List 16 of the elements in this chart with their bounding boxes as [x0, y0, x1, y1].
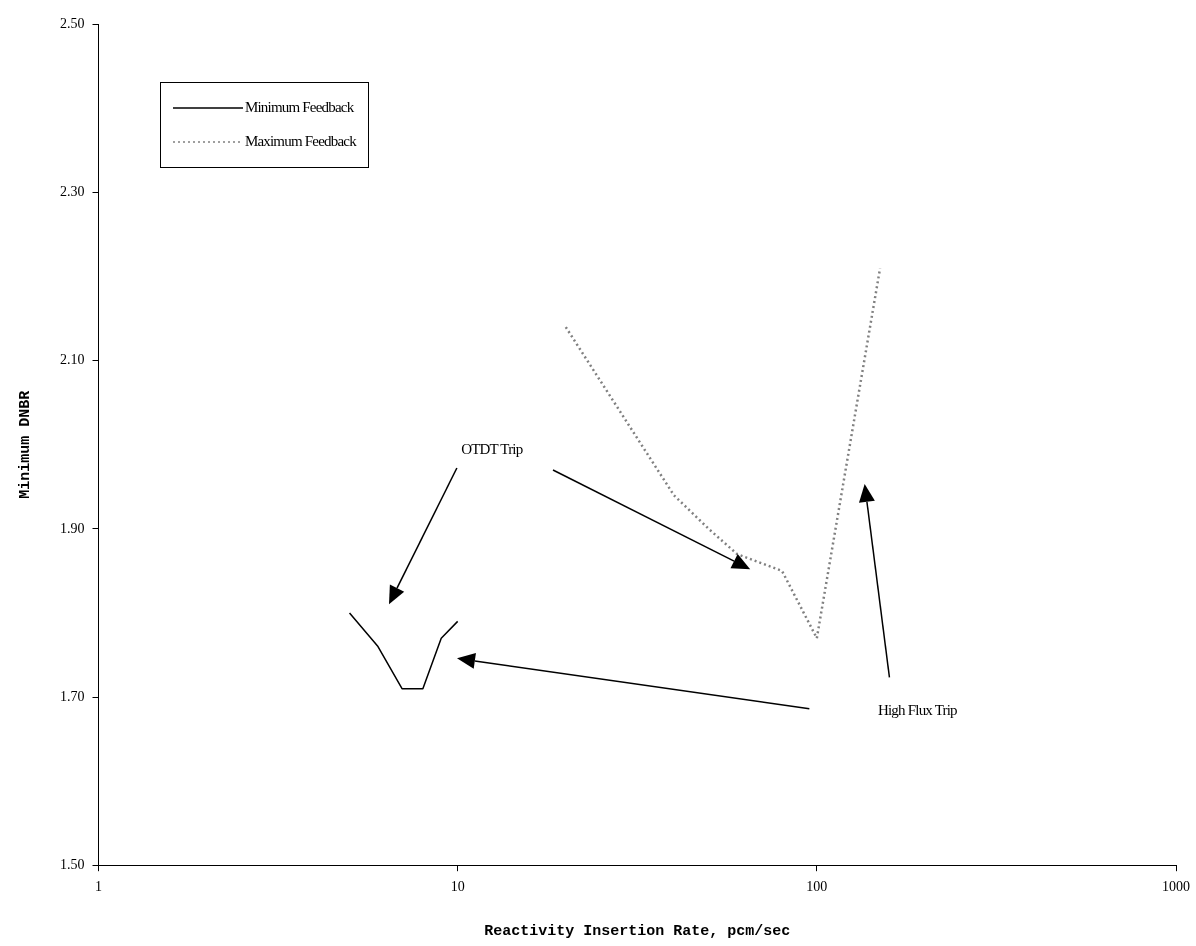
x-tick-label: 1000 — [1162, 879, 1190, 895]
annotation: High Flux Trip — [877, 701, 957, 719]
y-tick-label: 2.50 — [60, 16, 85, 32]
legend-label: Minimum Feedback — [244, 99, 354, 117]
x-axis-title: Reactivity Insertion Rate, pcm/sec — [484, 922, 791, 940]
y-tick-label: 2.10 — [60, 352, 85, 368]
y-tick-label: 1.90 — [60, 520, 85, 536]
y-axis-title: Minimum DNBR — [16, 390, 34, 499]
y-tick-label: 1.70 — [60, 688, 85, 704]
y-tick-label: 1.50 — [60, 856, 85, 872]
y-tick-label: 2.30 — [60, 184, 85, 200]
x-tick-label: 100 — [806, 879, 828, 895]
annotation: OTDT Trip — [461, 440, 523, 458]
x-tick-label: 10 — [450, 879, 465, 895]
legend-label: Maximum Feedback — [244, 133, 356, 151]
x-tick-label: 1 — [95, 879, 102, 895]
